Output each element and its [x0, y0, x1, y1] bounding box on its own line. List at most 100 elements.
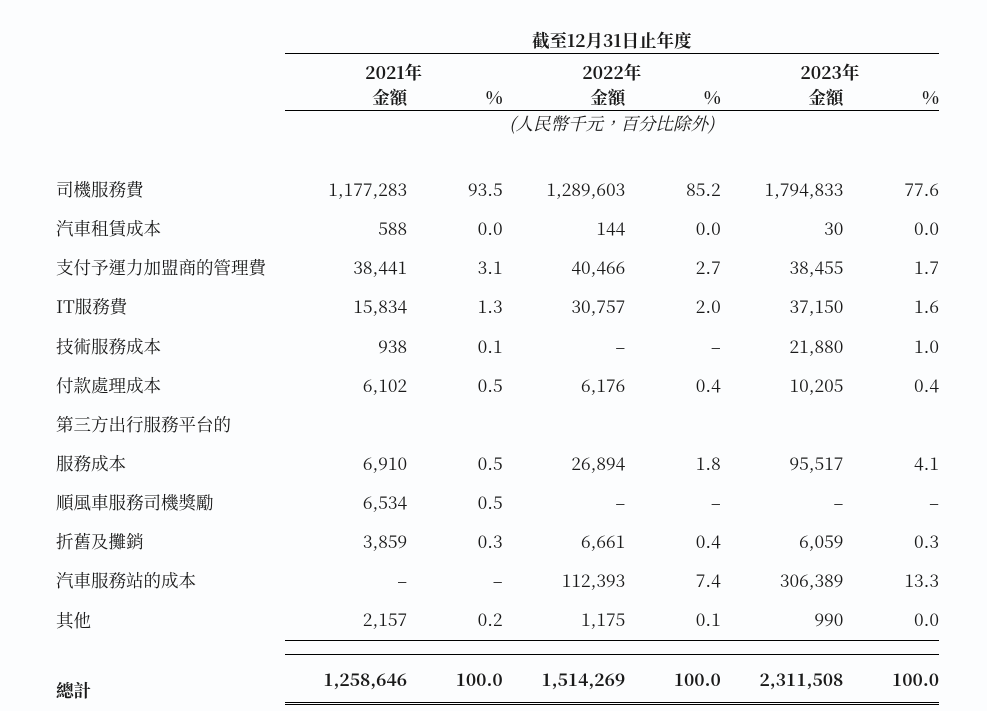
total-p2: 100.0 [625, 654, 721, 703]
row-value: 7.4 [625, 561, 721, 600]
row-value: 0.4 [625, 366, 721, 405]
col-percent-1: % [407, 85, 503, 111]
row-value: 40,466 [503, 248, 626, 287]
row-value: 0.4 [625, 522, 721, 561]
row-value [843, 405, 939, 444]
row-value [721, 405, 844, 444]
row-value: – [721, 483, 844, 522]
row-value: 0.0 [843, 600, 939, 640]
row-label: 技術服務成本 [56, 327, 285, 366]
row-value: 0.2 [407, 600, 503, 640]
row-value: 1,177,283 [285, 170, 408, 209]
row-value: 21,880 [721, 327, 844, 366]
row-value: 1,289,603 [503, 170, 626, 209]
row-value: 1.0 [843, 327, 939, 366]
table-row: 服務成本6,9100.526,8941.895,5174.1 [56, 444, 939, 483]
row-value: 1.8 [625, 444, 721, 483]
row-value: 306,389 [721, 561, 844, 600]
super-header: 截至12月31日止年度 [285, 28, 939, 54]
sub-header-row: 金額 % 金額 % 金額 % [56, 85, 939, 111]
row-value [285, 405, 408, 444]
row-value: 2,157 [285, 600, 408, 640]
row-value: 1.6 [843, 287, 939, 326]
row-label: 第三方出行服務平台的 [56, 405, 285, 444]
row-value: 990 [721, 600, 844, 640]
row-value: 938 [285, 327, 408, 366]
row-value: 6,176 [503, 366, 626, 405]
table-row: 付款處理成本6,1020.56,1760.410,2050.4 [56, 366, 939, 405]
row-value: – [625, 483, 721, 522]
super-header-row: 截至12月31日止年度 [56, 28, 939, 54]
row-value: – [503, 483, 626, 522]
row-value: 37,150 [721, 287, 844, 326]
table-row: 折舊及攤銷3,8590.36,6610.46,0590.3 [56, 522, 939, 561]
row-value: 6,661 [503, 522, 626, 561]
row-value: 144 [503, 209, 626, 248]
row-value: 6,910 [285, 444, 408, 483]
row-value [625, 405, 721, 444]
year-2021: 2021年 [285, 54, 503, 86]
col-amount-1: 金額 [285, 85, 408, 111]
row-value: 4.1 [843, 444, 939, 483]
table-row: 第三方出行服務平台的 [56, 405, 939, 444]
row-label: 汽車服務站的成本 [56, 561, 285, 600]
table-row: 順風車服務司機獎勵6,5340.5–––– [56, 483, 939, 522]
row-value: – [407, 561, 503, 600]
row-value: 13.3 [843, 561, 939, 600]
row-value: – [285, 561, 408, 600]
row-value: 0.0 [407, 209, 503, 248]
row-value: 0.4 [843, 366, 939, 405]
row-label: IT服務費 [56, 287, 285, 326]
spacer-row [56, 136, 939, 170]
row-label: 汽車租賃成本 [56, 209, 285, 248]
row-value: 0.0 [625, 209, 721, 248]
row-value: 2.7 [625, 248, 721, 287]
row-value: 0.5 [407, 483, 503, 522]
row-value: 0.1 [625, 600, 721, 640]
row-value: – [503, 327, 626, 366]
total-row: 總計 1,258,646 100.0 1,514,269 100.0 2,311… [56, 654, 939, 703]
table-row: 技術服務成本9380.1––21,8801.0 [56, 327, 939, 366]
row-value: 0.3 [843, 522, 939, 561]
row-value: 15,834 [285, 287, 408, 326]
col-amount-3: 金額 [721, 85, 844, 111]
year-2023: 2023年 [721, 54, 939, 86]
year-2022: 2022年 [503, 54, 721, 86]
row-value: 1,794,833 [721, 170, 844, 209]
unit-note: (人民幣千元，百分比除外) [285, 111, 939, 137]
row-value: 1,175 [503, 600, 626, 640]
row-label: 支付予運力加盟商的管理費 [56, 248, 285, 287]
total-a2: 1,514,269 [503, 654, 626, 703]
row-label: 司機服務費 [56, 170, 285, 209]
row-value: 3.1 [407, 248, 503, 287]
row-value: 95,517 [721, 444, 844, 483]
table-row: 支付予運力加盟商的管理費38,4413.140,4662.738,4551.7 [56, 248, 939, 287]
row-value: 0.1 [407, 327, 503, 366]
row-value: 3,859 [285, 522, 408, 561]
row-label: 服務成本 [56, 444, 285, 483]
row-value: 85.2 [625, 170, 721, 209]
row-value [503, 405, 626, 444]
row-value: – [625, 327, 721, 366]
row-value: 38,455 [721, 248, 844, 287]
financial-table: 截至12月31日止年度 2021年 2022年 2023年 金額 % 金額 % … [56, 28, 939, 705]
row-value: 6,534 [285, 483, 408, 522]
row-value: – [843, 483, 939, 522]
table-row: IT服務費15,8341.330,7572.037,1501.6 [56, 287, 939, 326]
total-p1: 100.0 [407, 654, 503, 703]
row-value: 0.5 [407, 444, 503, 483]
row-label: 其他 [56, 600, 285, 640]
row-label: 折舊及攤銷 [56, 522, 285, 561]
total-p3: 100.0 [843, 654, 939, 703]
row-value: 6,059 [721, 522, 844, 561]
row-label: 順風車服務司機獎勵 [56, 483, 285, 522]
row-value [407, 405, 503, 444]
row-value: 0.0 [843, 209, 939, 248]
table-row: 汽車租賃成本5880.01440.0300.0 [56, 209, 939, 248]
total-label: 總計 [56, 654, 285, 703]
row-value: 30,757 [503, 287, 626, 326]
col-percent-3: % [843, 85, 939, 111]
col-amount-2: 金額 [503, 85, 626, 111]
row-value: 26,894 [503, 444, 626, 483]
row-value: 77.6 [843, 170, 939, 209]
